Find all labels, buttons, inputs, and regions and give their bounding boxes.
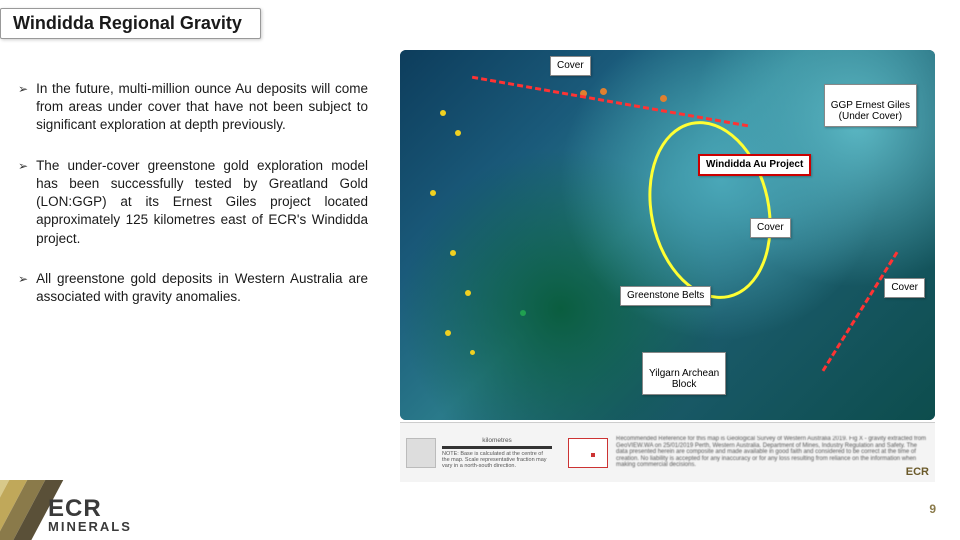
map-scatter-point (660, 95, 667, 102)
map-label-cover-mid: Cover (750, 218, 791, 238)
map-scatter-point (455, 130, 461, 136)
bullet-marker-icon: ➢ (18, 272, 28, 306)
map-scatter-point (440, 110, 446, 116)
ecr-footer-logo: ECR MINERALS (48, 495, 132, 534)
bullet-item: ➢ The under-cover greenstone gold explor… (18, 157, 368, 248)
map-label-windidda: Windidda Au Project (698, 154, 811, 176)
map-scatter-point (445, 330, 451, 336)
map-disclaimer: Recommended Reference for this map is Ge… (616, 436, 929, 469)
ecr-map-logo: ECR (906, 466, 929, 478)
scale-label: kilometres (442, 437, 552, 444)
bullet-text: All greenstone gold deposits in Western … (36, 270, 368, 306)
bullet-text: In the future, multi-million ounce Au de… (36, 80, 368, 135)
bullet-marker-icon: ➢ (18, 82, 28, 135)
map-scatter-point (470, 350, 475, 355)
map-caption-bar: kilometres NOTE: Base is calculated at t… (400, 422, 935, 482)
bullet-list: ➢ In the future, multi-million ounce Au … (18, 80, 368, 328)
gravity-map: Cover GGP Ernest Giles (Under Cover) Win… (400, 50, 935, 420)
map-scatter-point (430, 190, 436, 196)
inset-map-icon (568, 438, 608, 468)
map-scatter-point (465, 290, 471, 296)
page-number: 9 (929, 502, 936, 516)
map-scatter-point (450, 250, 456, 256)
slide-title: Windidda Regional Gravity (13, 13, 242, 33)
scale-bar-graphic (442, 446, 552, 449)
logo-bottom: MINERALS (48, 519, 132, 534)
gov-logo-icon (406, 438, 436, 468)
slide-title-bar: Windidda Regional Gravity (0, 8, 261, 39)
bullet-text: The under-cover greenstone gold explorat… (36, 157, 368, 248)
slide: Windidda Regional Gravity ➢ In the futur… (0, 0, 960, 540)
map-label-cover-right: Cover (884, 278, 925, 298)
map-scatter-point (520, 310, 526, 316)
bullet-item: ➢ In the future, multi-million ounce Au … (18, 80, 368, 135)
map-label-cover-top: Cover (550, 56, 591, 76)
scale-note: NOTE: Base is calculated at the centre o… (442, 451, 552, 469)
map-scatter-point (600, 88, 607, 95)
bullet-marker-icon: ➢ (18, 159, 28, 248)
scale-bar: kilometres NOTE: Base is calculated at t… (442, 437, 552, 469)
map-label-yilgarn: Yilgarn Archean Block (642, 352, 726, 395)
map-label-greenstone: Greenstone Belts (620, 286, 711, 306)
map-label-ggp: GGP Ernest Giles (Under Cover) (824, 84, 917, 127)
logo-top: ECR (48, 495, 102, 522)
bullet-item: ➢ All greenstone gold deposits in Wester… (18, 270, 368, 306)
